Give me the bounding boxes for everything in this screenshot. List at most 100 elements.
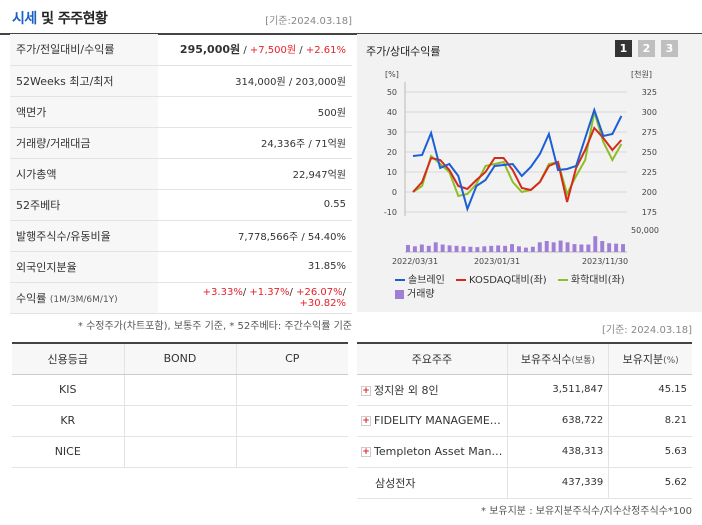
- column-header: 주요주주: [357, 342, 508, 375]
- y-right-unit: [천원]: [631, 69, 652, 79]
- volume-bar: [544, 241, 549, 252]
- bond-grade: [123, 405, 236, 437]
- header-label: 보유지분: [622, 352, 664, 366]
- volume-bar: [419, 244, 424, 252]
- return-1m: +3.33%: [202, 286, 243, 298]
- holder-ratio: 5.63: [608, 436, 692, 468]
- volume-bar: [621, 244, 625, 252]
- table-row: 거래량/거래대금 24,336주 / 71억원: [10, 127, 352, 159]
- volume-bar: [496, 245, 501, 252]
- table-row: 액면가 500원: [10, 96, 352, 128]
- legend-label: 솔브레인: [408, 275, 445, 286]
- volume-bar: [530, 246, 535, 252]
- holder-name: +Templeton Asset Management: [357, 436, 508, 468]
- cp-grade: [235, 374, 348, 406]
- returns-periods: (1M/3M/6M/1Y): [49, 294, 118, 305]
- volume-bar: [447, 245, 452, 252]
- holder-name: + 정지완 외 8인: [357, 374, 508, 406]
- holder-shares: 3,511,847: [506, 374, 609, 406]
- expand-icon[interactable]: +: [361, 447, 371, 457]
- legend-swatch: [456, 279, 466, 281]
- legend-item-price: 솔브레인: [395, 275, 445, 286]
- expand-icon[interactable]: +: [361, 385, 371, 396]
- agency-name: NICE: [12, 436, 124, 468]
- volume-bar: [614, 243, 619, 252]
- table-row: + 정지완 외 8인 3,511,847 45.15: [357, 374, 692, 406]
- y-left-tick-label: 0: [392, 188, 397, 197]
- series-line-1: [412, 126, 623, 203]
- y-right-tick-label: 225: [642, 168, 657, 177]
- column-header: CP: [235, 342, 348, 375]
- row-value: 314,000원 / 203,000원: [158, 65, 352, 97]
- section-title: 시세 및 주주현황: [12, 8, 108, 28]
- volume-bar: [426, 245, 431, 252]
- holder-ratio: 8.21: [608, 405, 692, 437]
- holder-shares: 437,339: [506, 467, 609, 499]
- holder-name: 삼성전자: [357, 467, 508, 499]
- row-value: 24,336주 / 71억원: [158, 127, 352, 159]
- row-value: 0.55: [158, 189, 352, 221]
- return-3m: +1.37%: [249, 286, 290, 298]
- price-value: 295,000원 / +7,500원 / +2.61%: [158, 34, 352, 66]
- header-unit: (보통): [571, 355, 596, 366]
- row-value: 31.85%: [158, 251, 352, 283]
- volume-bar: [468, 246, 473, 252]
- agency-name: KR: [12, 405, 124, 437]
- column-header: 보유주식수(보통): [506, 342, 609, 375]
- column-header: 신용등급: [12, 342, 124, 375]
- chart-tab-2[interactable]: 2: [638, 40, 655, 57]
- separator: /: [342, 286, 346, 298]
- volume-bar: [440, 244, 445, 252]
- row-label: 52Weeks 최고/최저: [10, 65, 158, 97]
- volume-bar: [510, 244, 514, 252]
- volume-bar: [503, 245, 508, 252]
- volume-bars: [406, 236, 625, 252]
- legend-item-chem: 화학대비(좌): [557, 275, 625, 286]
- table-header-row: 신용등급 BOND CP: [12, 342, 348, 375]
- base-date: [기준:2024.03.18]: [265, 16, 352, 27]
- title-highlight: 시세: [12, 11, 37, 27]
- volume-bar: [586, 244, 591, 252]
- legend-label: 거래량: [407, 289, 435, 300]
- series-line-0: [412, 106, 623, 213]
- expand-icon[interactable]: +: [361, 416, 371, 426]
- volume-bar: [412, 246, 417, 252]
- chart-labels: 50 325 40 300 30 275 20 250 10 225 0 200 -10 175 [%] [천…: [384, 69, 659, 266]
- volume-bar: [593, 236, 598, 252]
- legend-item-kosdaq: KOSDAQ대비(좌): [456, 275, 547, 286]
- row-label: 수익률 (1M/3M/6M/1Y): [10, 282, 158, 314]
- volume-bar: [482, 246, 487, 252]
- separator: /: [289, 286, 297, 298]
- y-right-tick-label: 300: [642, 108, 657, 117]
- table-row: 외국인지분율 31.85%: [10, 251, 352, 283]
- holder-name: +FIDELITY MANAGEMENT & RESEARCH COMPANY: [357, 405, 508, 437]
- title-rest: 및 주주현황: [36, 11, 108, 27]
- volume-bar: [600, 241, 605, 252]
- volume-bar: [461, 246, 466, 252]
- table-row: 수익률 (1M/3M/6M/1Y) +3.33%/ +1.37%/ +26.07…: [10, 282, 352, 314]
- volume-bar: [517, 246, 521, 252]
- chart-legend: 솔브레인 KOSDAQ대비(좌) 화학대비(좌) 거래량: [395, 274, 695, 302]
- holders-base-date: [기준: 2024.03.18]: [601, 325, 692, 336]
- table-row: KIS: [12, 374, 348, 406]
- chart-tab-1[interactable]: 1: [615, 40, 632, 57]
- table-header-row: 주요주주 보유주식수(보통) 보유지분(%): [357, 342, 692, 375]
- volume-bar: [489, 245, 494, 252]
- legend-swatch: [557, 279, 568, 281]
- table-row: +Templeton Asset Management 438,313 5.63: [357, 436, 692, 468]
- table-row: 삼성전자 437,339 5.62: [357, 467, 692, 499]
- table-row: 52Weeks 최고/최저 314,000원 / 203,000원: [10, 65, 352, 97]
- credit-table: 신용등급 BOND CP KIS KR NICE: [12, 342, 348, 468]
- cp-grade: [235, 405, 348, 437]
- chart-tab-3[interactable]: 3: [661, 40, 678, 57]
- holder-ratio: 45.15: [608, 374, 692, 406]
- header-unit: (%): [663, 355, 679, 366]
- volume-bar: [523, 247, 528, 252]
- y-right-tick-label: 275: [642, 128, 657, 137]
- row-label: 주가/전일대비/수익률: [10, 34, 158, 66]
- chart-title: 주가/상대수익률: [366, 45, 441, 58]
- returns-label: 수익률: [16, 291, 47, 305]
- y-left-unit: [%]: [385, 70, 399, 79]
- price-change: +7,500원: [249, 45, 297, 57]
- change-rate: +2.61%: [305, 45, 346, 57]
